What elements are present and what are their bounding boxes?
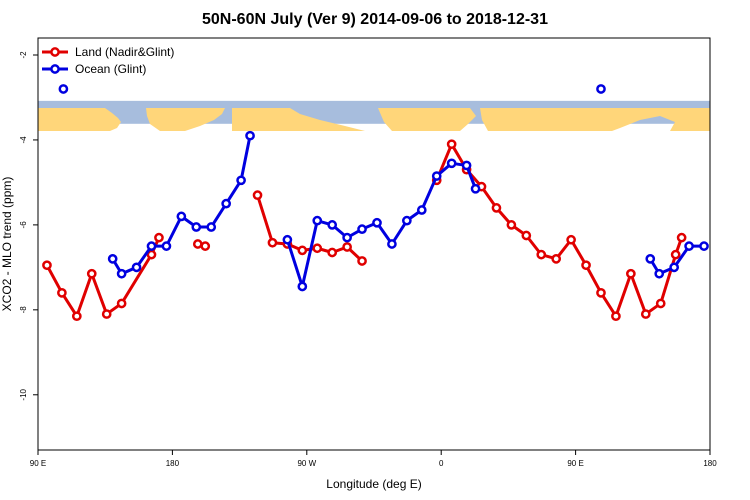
data-point (245, 130, 255, 141)
legend: Land (Nadir&Glint) Ocean (Glint) (42, 45, 174, 76)
data-point (154, 232, 164, 243)
data-point (312, 243, 323, 254)
data-point (146, 241, 157, 251)
data-point (566, 234, 576, 245)
map-land-2 (146, 108, 225, 131)
data-point (86, 268, 97, 279)
data-point (57, 287, 67, 298)
data-point (596, 287, 606, 298)
data-point (684, 241, 694, 251)
chart-title: 50N-60N July (Ver 9) 2014-09-06 to 2018-… (202, 11, 548, 28)
data-point (654, 268, 665, 279)
data-point (191, 222, 202, 232)
y-axis: -2 -4 -6 -8 -10 (19, 51, 38, 401)
data-point (640, 309, 651, 319)
legend-label: Land (Nadir&Glint) (75, 45, 174, 59)
data-point (551, 254, 562, 264)
data-point (461, 160, 472, 171)
legend-swatch-marker (50, 64, 60, 74)
data-point (58, 84, 69, 94)
data-point (116, 298, 127, 309)
data-point (470, 183, 481, 194)
data-point (297, 245, 308, 256)
x-tick-label: 180 (166, 459, 180, 468)
map-land-3 (232, 108, 365, 131)
y-tick-label: -8 (19, 306, 28, 314)
data-point (161, 241, 172, 251)
series-line (435, 142, 684, 318)
legend-label: Ocean (Glint) (75, 62, 146, 76)
plot-frame (37, 37, 711, 451)
y-tick-label: -10 (19, 388, 28, 400)
data-point (416, 205, 427, 215)
data-point (402, 215, 412, 226)
data-point (676, 232, 687, 243)
x-tick-label: 90 W (297, 459, 316, 468)
data-point (446, 158, 457, 169)
map-land-5 (480, 108, 710, 131)
data-point (596, 84, 606, 94)
data-point (176, 211, 187, 222)
map-land-4 (378, 108, 476, 131)
x-tick-label: 90 E (30, 459, 46, 468)
x-axis: 90 E 180 90 W 0 90 E 180 (30, 450, 717, 468)
map-land-1 (38, 108, 121, 131)
data-point (131, 262, 142, 273)
series-1 (58, 84, 709, 292)
data-point (236, 175, 246, 186)
data-point (387, 239, 397, 249)
data-point (267, 237, 278, 248)
data-point (192, 239, 203, 249)
axes (37, 37, 711, 451)
data-point (116, 268, 127, 279)
x-tick-label: 90 E (567, 459, 583, 468)
y-tick-label: -4 (19, 136, 28, 144)
data-point (297, 281, 308, 292)
data-point (645, 254, 656, 264)
world-map-strip (38, 100, 710, 131)
data-point (146, 249, 157, 260)
data-point (342, 232, 352, 243)
data-point (107, 254, 118, 264)
data-point (206, 222, 217, 232)
y-axis-label: XCO2 - MLO trend (ppm) (0, 177, 14, 312)
data-point (431, 171, 442, 181)
data-point (42, 260, 52, 271)
data-point (71, 311, 82, 322)
y-tick-label: -6 (19, 221, 28, 229)
data-point (357, 256, 367, 266)
x-axis-label: Longitude (deg E) (326, 477, 421, 491)
data-point (327, 247, 338, 258)
data-point (521, 230, 532, 241)
data-point (655, 298, 666, 309)
data-point (101, 309, 112, 319)
data-point (491, 203, 502, 213)
data-point (670, 249, 681, 260)
data-point (699, 241, 709, 251)
data-point (536, 249, 547, 260)
data-point (327, 220, 338, 230)
legend-swatch-marker (50, 47, 60, 57)
y-tick-label: -2 (19, 51, 28, 59)
data-point (282, 234, 293, 245)
data-point (669, 262, 680, 273)
data-point (506, 220, 517, 230)
data-point (446, 139, 457, 150)
data-point (372, 217, 382, 228)
data-point (252, 190, 263, 201)
data-point (611, 311, 621, 322)
data-point (342, 242, 352, 252)
data-point (312, 215, 323, 226)
data-point (626, 268, 636, 279)
data-point (221, 198, 232, 209)
series-line (45, 237, 161, 318)
x-tick-label: 180 (703, 459, 717, 468)
x-tick-label: 0 (439, 459, 444, 468)
data-point (357, 224, 367, 234)
data-point (200, 241, 211, 251)
data-point (581, 260, 591, 271)
series-layer (42, 84, 709, 322)
